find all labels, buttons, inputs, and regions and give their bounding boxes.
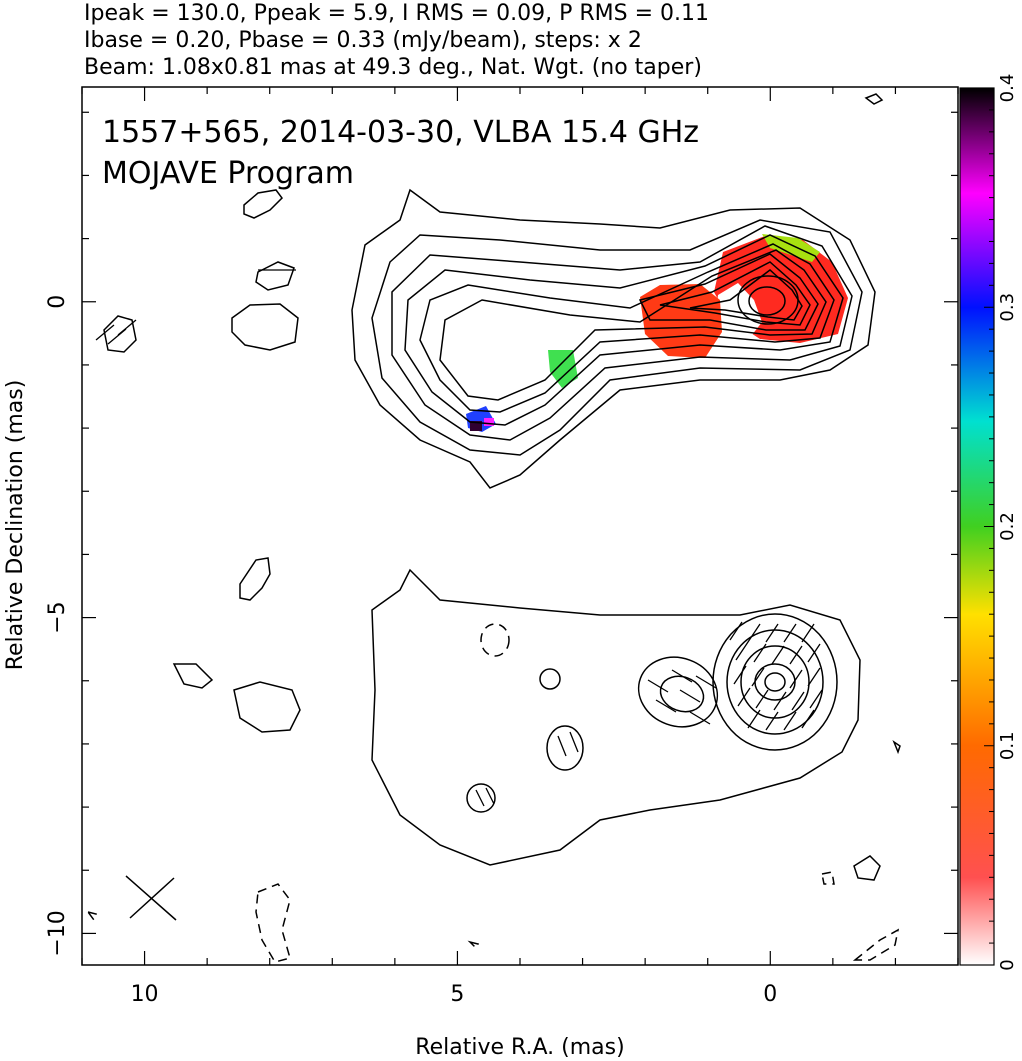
colorbar-ticks: [984, 87, 994, 966]
evpa-ticks: [95, 269, 823, 807]
color-patch-core-white: [716, 283, 762, 335]
color-patch-magenta: [484, 418, 494, 426]
colorbar-tick-label: 0.3: [997, 293, 1018, 322]
polarization-color-map: [466, 234, 848, 432]
y-axis-label: Relative Declination (mas): [3, 380, 28, 671]
plot-content: [86, 93, 901, 963]
y-tick-label: 0: [45, 295, 70, 309]
plot-frame: [81, 86, 959, 966]
colorbar-tick-label: 0.1: [997, 731, 1018, 760]
program-annotation: MOJAVE Program: [102, 156, 354, 191]
colorbar-tick-label: 0.2: [997, 512, 1018, 541]
colorbar-tick-label: 0.4: [997, 74, 1018, 103]
axis-ticks: [81, 87, 959, 965]
color-patch-jet-red: [640, 284, 722, 358]
axis-tick-labels: 10 5 0 0 −5 −10: [45, 295, 777, 1007]
x-tick-label: 10: [131, 982, 159, 1007]
header-line-2: Ibase = 0.20, Pbase = 0.33 (mJy/beam), s…: [84, 28, 642, 53]
x-tick-label: 0: [763, 982, 777, 1007]
color-patch-green: [548, 350, 578, 388]
source-annotation: 1557+565, 2014-03-30, VLBA 15.4 GHz: [102, 115, 699, 150]
header-line-1: Ipeak = 130.0, Ppeak = 5.9, I RMS = 0.09…: [84, 1, 709, 26]
header-line-3: Beam: 1.08x0.81 mas at 49.3 deg., Nat. W…: [84, 55, 702, 80]
color-patch-dark: [470, 421, 482, 431]
color-patch-core-rim: [762, 234, 820, 262]
y-tick-label: −10: [45, 910, 70, 956]
beam-symbol: [125, 875, 177, 921]
x-tick-label: 5: [450, 982, 464, 1007]
x-axis-label: Relative R.A. (mas): [415, 1035, 624, 1060]
polarized-intensity-contours: [86, 557, 901, 963]
colorbar-tick-label: 0: [997, 959, 1018, 970]
stokes-i-contours: [103, 93, 884, 489]
colorbar-labels: 0 0.1 0.2 0.3 0.4: [997, 74, 1018, 971]
y-tick-label: −5: [45, 601, 70, 633]
